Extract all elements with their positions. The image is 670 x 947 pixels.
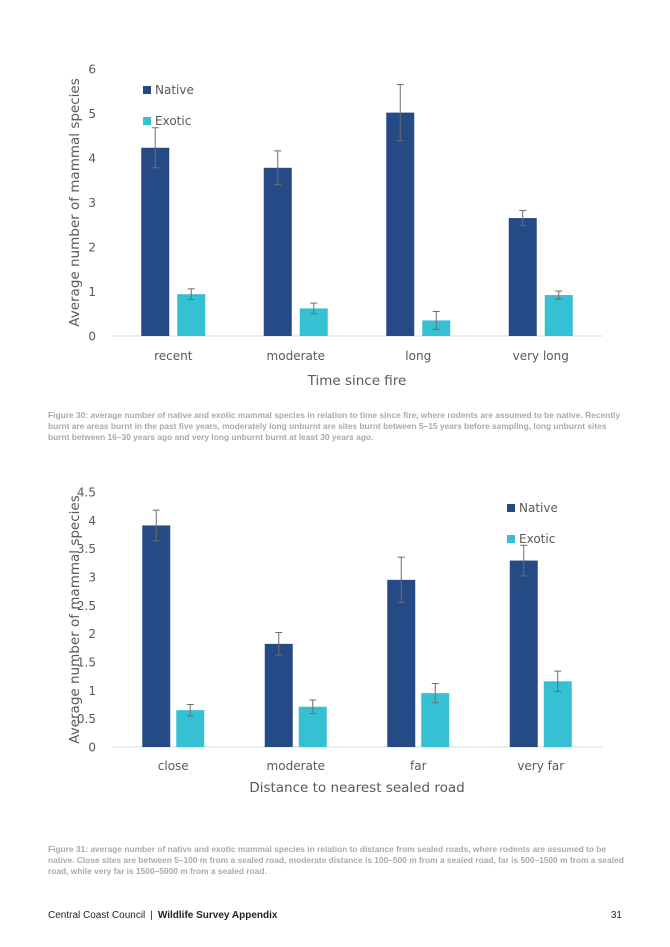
y-tick-label: 4 (88, 152, 96, 166)
x-tick-label: long (405, 349, 431, 363)
bar-native-very-long (508, 218, 537, 336)
y-tick-label: 6 (88, 63, 96, 77)
x-axis-title: Distance to nearest sealed road (249, 780, 464, 796)
bar-native-recent (141, 147, 170, 336)
y-tick-label: 2 (88, 627, 96, 641)
y-axis-title: Average number of mammal species (67, 78, 83, 326)
y-tick-label: 0.5 (77, 712, 96, 726)
legend-label-native: Native (155, 83, 194, 97)
bar-exotic-recent (177, 294, 206, 336)
figure-30-caption: Figure 30: average number of native and … (48, 410, 621, 442)
x-tick-label: very long (513, 349, 569, 363)
y-tick-label: 2 (88, 241, 96, 255)
y-tick-label: 0 (88, 330, 96, 344)
y-tick-label: 1 (88, 684, 96, 698)
legend-label-exotic: Exotic (519, 532, 555, 546)
x-tick-label: recent (154, 349, 193, 363)
chart-time-since-fire: 0 1 2 3 4 5 6 recent moderate long very long Time s… (67, 63, 602, 389)
y-tick-label: 3 (88, 571, 96, 585)
page-footer: Central Coast Council | Wildlife Survey Ap… (48, 910, 622, 924)
legend-label-native: Native (519, 501, 558, 515)
footer-document-title: Wildlife Survey Appendix (157, 910, 278, 921)
x-axis-title: Time since fire (307, 373, 407, 389)
x-tick-label: very far (517, 759, 564, 773)
footer-separator: | (150, 910, 153, 921)
bar-native-moderate (264, 643, 293, 747)
bar-native-long (386, 112, 415, 336)
y-tick-label: 1 (88, 285, 96, 299)
figure-31-caption: Figure 31: average number of native and … (48, 844, 624, 876)
legend-swatch-exotic (507, 535, 515, 543)
x-tick-label: moderate (267, 759, 325, 773)
bar-native-moderate (263, 167, 292, 336)
y-tick-label: 3.5 (77, 542, 96, 556)
bar-exotic-very-long (544, 295, 573, 336)
legend-swatch-native (143, 86, 151, 94)
page-number: 31 (610, 910, 622, 921)
y-tick-label: 1.5 (77, 656, 96, 670)
bar-exotic-very-far (543, 681, 572, 747)
bar-native-close (142, 525, 171, 747)
bar-native-far (387, 579, 416, 747)
y-tick-label: 4 (88, 514, 96, 528)
y-axis-title: Average number of mammal species (67, 495, 83, 743)
legend-swatch-native (507, 504, 515, 512)
y-tick-label: 4.5 (77, 486, 96, 500)
x-tick-label: moderate (267, 349, 325, 363)
y-tick-label: 0 (88, 741, 96, 755)
bar-native-very-far (509, 560, 538, 747)
x-tick-label: close (158, 759, 189, 773)
legend-swatch-exotic (143, 117, 151, 125)
legend-label-exotic: Exotic (155, 114, 191, 128)
y-tick-label: 2.5 (77, 599, 96, 613)
footer-organisation: Central Coast Council (48, 910, 146, 921)
y-tick-label: 3 (88, 196, 96, 210)
x-tick-label: far (410, 759, 427, 773)
y-tick-label: 5 (88, 107, 96, 121)
chart-distance-to-road: 0 0.5 1 1.5 2 2.5 3 3.5 4 4.5 close moderate far very… (67, 486, 602, 796)
